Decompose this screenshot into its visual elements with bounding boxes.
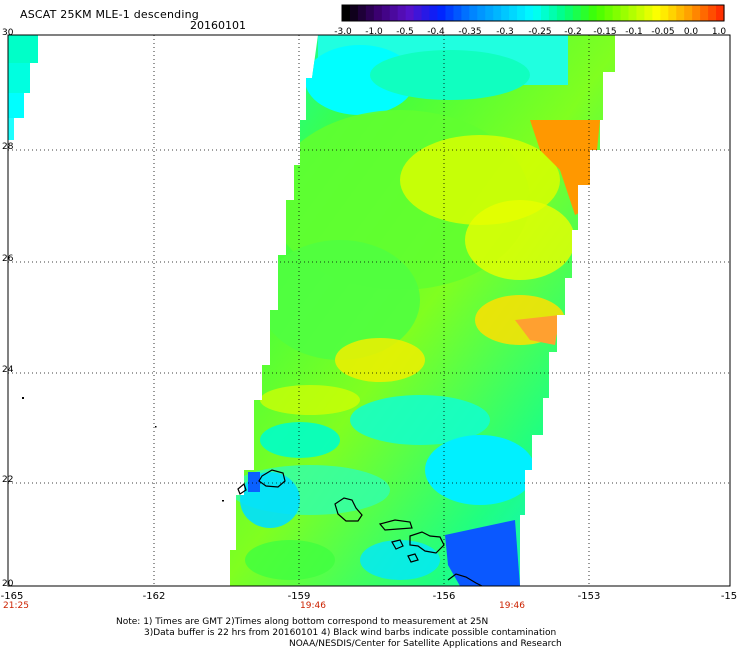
credit-line: NOAA/NESDIS/Center for Satellite Applica…: [289, 639, 562, 649]
colorbar-label: -0.5: [396, 27, 414, 37]
lat-label: 22: [2, 475, 14, 485]
colorbar-segment: [636, 5, 646, 21]
time-label: 19:46: [300, 601, 326, 611]
lon-label: -165: [0, 591, 24, 602]
colorbar-segment: [509, 5, 518, 21]
lat-label: 26: [2, 254, 14, 264]
niihau-outline: [237, 482, 247, 495]
colorbar-segment: [429, 5, 439, 21]
colorbar-segment: [405, 5, 415, 21]
kauai-outline: [258, 469, 286, 488]
colorbar-segment: [485, 5, 494, 21]
colorbar: [342, 5, 725, 21]
colorbar-segment: [644, 5, 653, 21]
colorbar-segment: [652, 5, 661, 21]
colorbar-segment: [700, 5, 709, 21]
maui-outline: [409, 531, 445, 554]
grid-lines: [8, 35, 730, 586]
colorbar-segment: [525, 5, 534, 21]
colorbar-segment: [469, 5, 478, 21]
lon-label: -15: [720, 591, 738, 602]
colorbar-label: -0.35: [458, 27, 482, 37]
lon-label: -162: [142, 591, 166, 602]
colorbar-segment: [413, 5, 423, 21]
colorbar-labels: -3.0 -1.0 -0.5 -0.4 -0.35 -0.3 -0.25 -0.…: [330, 27, 726, 39]
colorbar-label: 0.0: [683, 27, 699, 37]
colorbar-segment: [564, 5, 574, 21]
colorbar-label: -0.1: [625, 27, 643, 37]
colorbar-segment: [548, 5, 558, 21]
colorbar-segment: [716, 5, 725, 21]
colorbar-segment: [708, 5, 717, 21]
colorbar-label: -3.0: [334, 27, 352, 37]
lon-label: -156: [432, 591, 456, 602]
colorbar-segment: [660, 5, 669, 21]
molokai-outline: [378, 519, 413, 531]
colorbar-segment: [684, 5, 693, 21]
colorbar-label: -0.05: [651, 27, 675, 37]
colorbar-segment: [620, 5, 630, 21]
colorbar-label: -0.2: [564, 27, 582, 37]
colorbar-segment: [365, 5, 375, 21]
colorbar-segment: [397, 5, 407, 21]
lat-label: 20: [2, 579, 14, 589]
map-title: ASCAT 25KM MLE-1 descending: [20, 8, 199, 21]
hawaii-coastlines: [237, 469, 483, 587]
stray-points: [22, 397, 224, 502]
colorbar-segment: [493, 5, 502, 21]
colorbar-segment: [580, 5, 590, 21]
lanai-outline: [391, 539, 404, 550]
colorbar-segment: [572, 5, 582, 21]
colorbar-segment: [596, 5, 606, 21]
colorbar-segment: [349, 5, 359, 21]
colorbar-segment: [668, 5, 677, 21]
colorbar-segment: [381, 5, 391, 21]
time-label: 21:25: [3, 601, 29, 611]
lat-label: 30: [2, 28, 14, 38]
colorbar-segment: [445, 5, 455, 21]
colorbar-segment: [373, 5, 383, 21]
colorbar-segment: [437, 5, 447, 21]
colorbar-segment: [556, 5, 566, 21]
time-label: 19:46: [499, 601, 525, 611]
colorbar-label: -0.3: [496, 27, 514, 37]
partial-swath: [8, 35, 38, 140]
lat-label: 28: [2, 142, 14, 152]
colorbar-label: -0.25: [528, 27, 552, 37]
lon-label: -153: [577, 591, 601, 602]
colorbar-label: 1.0: [711, 27, 727, 37]
colorbar-segment: [533, 5, 542, 21]
colorbar-segment: [676, 5, 685, 21]
colorbar-segment: [692, 5, 701, 21]
big-island-outline: [447, 573, 483, 587]
kahoolawe-outline: [407, 553, 419, 563]
colorbar-label: -0.15: [593, 27, 617, 37]
colorbar-segment: [421, 5, 431, 21]
lat-label: 24: [2, 365, 14, 375]
colorbar-segment: [453, 5, 462, 21]
colorbar-segment: [461, 5, 470, 21]
colorbar-segment: [612, 5, 622, 21]
oahu-outline: [334, 497, 363, 522]
note-line-2: 3)Data buffer is 22 hrs from 20160101 4)…: [144, 628, 557, 638]
map-frame: [7, 34, 731, 587]
colorbar-segment: [501, 5, 510, 21]
colorbar-label: -1.0: [365, 27, 383, 37]
colorbar-label: -0.4: [427, 27, 445, 37]
colorbar-segment: [357, 5, 367, 21]
wind-swath: [230, 35, 615, 586]
lon-label: -159: [287, 591, 311, 602]
colorbar-segment: [477, 5, 486, 21]
colorbar-segment: [342, 5, 351, 21]
colorbar-segment: [588, 5, 598, 21]
note-line-1: Note: 1) Times are GMT 2)Times along bot…: [116, 617, 489, 627]
colorbar-segment: [389, 5, 399, 21]
map-date: 20160101: [190, 19, 246, 32]
colorbar-segment: [628, 5, 638, 21]
colorbar-segment: [604, 5, 614, 21]
colorbar-segment: [517, 5, 526, 21]
colorbar-segment: [540, 5, 550, 21]
